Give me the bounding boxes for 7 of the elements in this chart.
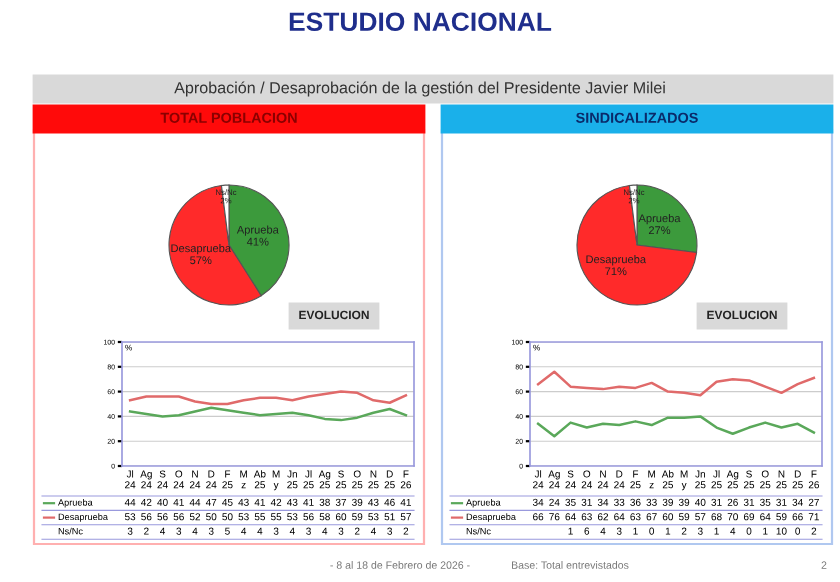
line-series <box>128 406 408 422</box>
text: Aprobación / Desaprobación de la gestión del Presidente Javier Milei <box>174 81 665 97</box>
line-series <box>536 415 816 438</box>
text: ESTUDIO NACIONAL <box>289 12 552 32</box>
line-series <box>536 370 816 397</box>
pie-slice <box>576 184 698 306</box>
line-series <box>128 390 408 406</box>
